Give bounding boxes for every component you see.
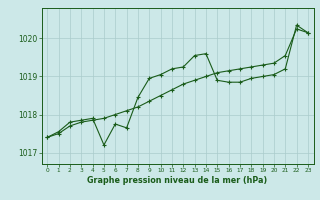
X-axis label: Graphe pression niveau de la mer (hPa): Graphe pression niveau de la mer (hPa) [87, 176, 268, 185]
